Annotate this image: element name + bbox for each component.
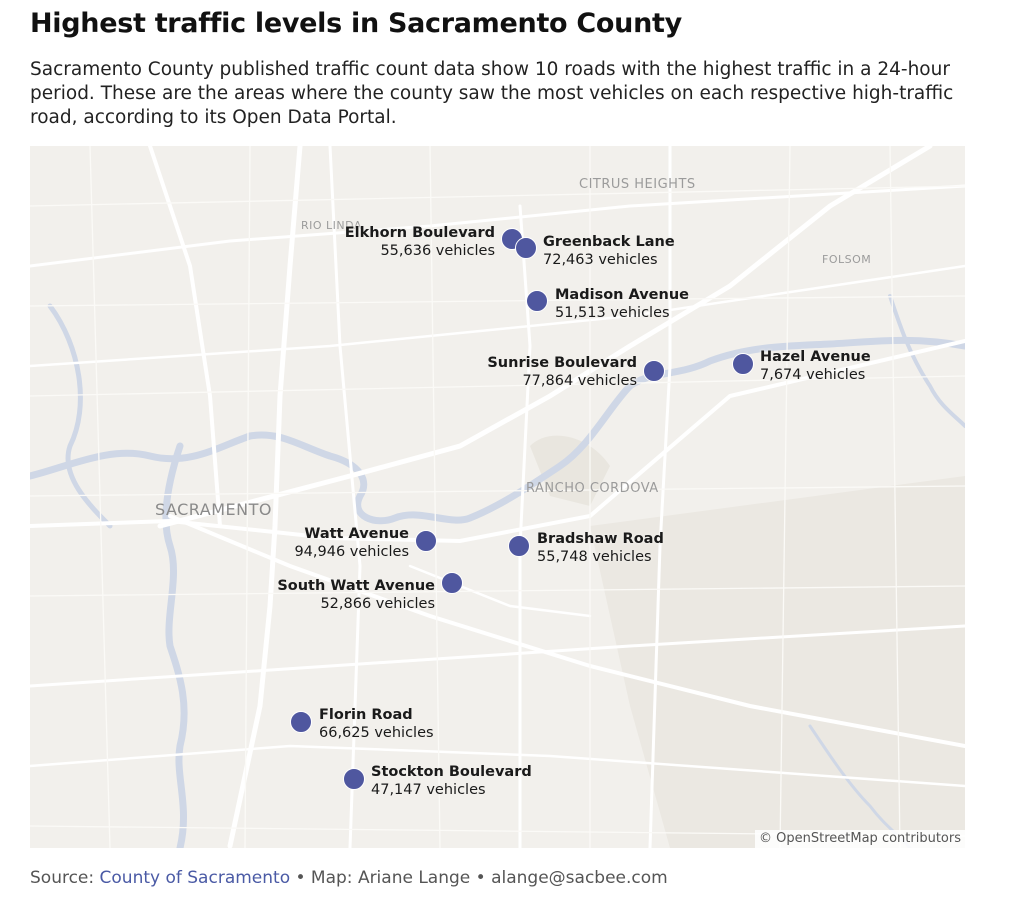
marker-name: Watt Avenue (304, 526, 409, 542)
marker-name: Greenback Lane (543, 234, 675, 250)
marker-sunrise-boulevard[interactable] (643, 360, 665, 382)
source-credit: • Map: Ariane Lange • alange@sacbee.com (295, 868, 668, 888)
marker-florin-road[interactable] (290, 711, 312, 733)
marker-name: Madison Avenue (555, 287, 689, 303)
map-attribution[interactable]: © OpenStreetMap contributors (755, 830, 965, 848)
marker-watt-avenue[interactable] (415, 530, 437, 552)
page-title: Highest traffic levels in Sacramento Cou… (30, 8, 682, 39)
marker-name: Bradshaw Road (537, 531, 664, 547)
marker-value: 51,513 vehicles (555, 305, 670, 321)
marker-label-stockton-boulevard: Stockton Boulevard 47,147 vehicles (371, 763, 532, 799)
place-label-folsom: FOLSOM (822, 253, 872, 266)
marker-value: 66,625 vehicles (319, 725, 434, 741)
marker-value: 52,866 vehicles (320, 596, 435, 612)
marker-greenback-lane[interactable] (515, 237, 537, 259)
marker-label-hazel-avenue: Hazel Avenue 7,674 vehicles (760, 348, 871, 384)
marker-name: Florin Road (319, 707, 413, 723)
place-label-citrus-heights: CITRUS HEIGHTS (579, 177, 696, 192)
marker-label-greenback-lane: Greenback Lane 72,463 vehicles (543, 233, 675, 269)
marker-hazel-avenue[interactable] (732, 353, 754, 375)
marker-value: 55,748 vehicles (537, 549, 652, 565)
marker-name: Stockton Boulevard (371, 764, 532, 780)
marker-value: 47,147 vehicles (371, 782, 486, 798)
marker-value: 55,636 vehicles (380, 243, 495, 259)
marker-stockton-boulevard[interactable] (343, 768, 365, 790)
marker-bradshaw-road[interactable] (508, 535, 530, 557)
marker-value: 72,463 vehicles (543, 252, 658, 268)
source-label: Source: (30, 868, 95, 888)
source-line: Source: County of Sacramento • Map: Aria… (30, 868, 668, 888)
place-label-sacramento: SACRAMENTO (155, 500, 272, 519)
marker-label-elkhorn-boulevard: Elkhorn Boulevard 55,636 vehicles (345, 224, 495, 260)
place-label-rancho-cordova: RANCHO CORDOVA (526, 481, 659, 496)
basemap (30, 146, 965, 848)
marker-label-watt-avenue: Watt Avenue 94,946 vehicles (294, 525, 409, 561)
marker-name: Elkhorn Boulevard (344, 225, 495, 241)
marker-name: South Watt Avenue (277, 578, 435, 594)
marker-label-bradshaw-road: Bradshaw Road 55,748 vehicles (537, 530, 664, 566)
marker-value: 77,864 vehicles (522, 373, 637, 389)
map[interactable]: CITRUS HEIGHTS RIO LINDA FOLSOM RANCHO C… (30, 146, 965, 848)
marker-label-south-watt-avenue: South Watt Avenue 52,866 vehicles (277, 577, 435, 613)
marker-label-florin-road: Florin Road 66,625 vehicles (319, 706, 434, 742)
place-label-rio-linda: RIO LINDA (301, 219, 362, 232)
description: Sacramento County published traffic coun… (30, 59, 954, 128)
marker-name: Hazel Avenue (760, 349, 871, 365)
marker-label-sunrise-boulevard: Sunrise Boulevard 77,864 vehicles (487, 354, 637, 390)
marker-name: Sunrise Boulevard (487, 355, 637, 371)
marker-value: 7,674 vehicles (760, 367, 866, 383)
marker-value: 94,946 vehicles (294, 544, 409, 560)
marker-madison-avenue[interactable] (526, 290, 548, 312)
marker-label-madison-avenue: Madison Avenue 51,513 vehicles (555, 286, 689, 322)
source-link[interactable]: County of Sacramento (99, 868, 291, 888)
marker-south-watt-avenue[interactable] (441, 572, 463, 594)
